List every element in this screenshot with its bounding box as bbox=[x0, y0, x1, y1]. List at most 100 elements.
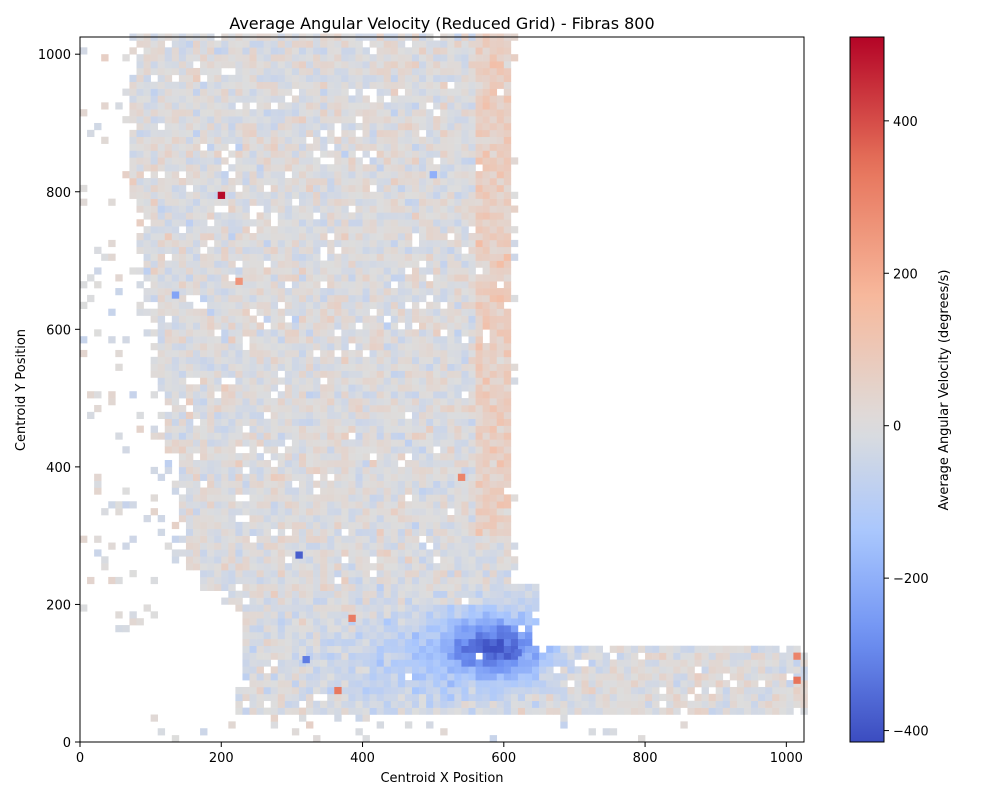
heatmap-cell bbox=[503, 288, 512, 296]
heatmap-cell bbox=[242, 198, 250, 206]
heatmap-cell bbox=[334, 466, 342, 475]
heatmap-cell bbox=[461, 274, 469, 282]
heatmap-cell bbox=[433, 329, 441, 337]
heatmap-cell bbox=[277, 377, 286, 385]
heatmap-cell bbox=[419, 487, 427, 495]
heatmap-cell bbox=[263, 136, 272, 144]
heatmap-cell bbox=[249, 576, 257, 585]
heatmap-cell bbox=[595, 680, 603, 688]
heatmap-cell bbox=[348, 453, 356, 461]
heatmap-cell bbox=[369, 487, 377, 495]
heatmap-cell bbox=[369, 528, 377, 536]
heatmap-cell bbox=[263, 508, 272, 516]
heatmap-cell bbox=[489, 322, 498, 330]
heatmap-cell bbox=[313, 178, 321, 186]
heatmap-cell bbox=[200, 267, 208, 275]
heatmap-cell bbox=[369, 349, 377, 358]
heatmap-cell bbox=[341, 81, 349, 89]
heatmap-cell bbox=[235, 288, 243, 296]
heatmap-cell bbox=[298, 67, 307, 76]
heatmap-cell bbox=[221, 54, 229, 62]
heatmap-cell bbox=[313, 116, 321, 124]
heatmap-cell bbox=[390, 576, 399, 585]
heatmap-cell bbox=[496, 652, 505, 660]
heatmap-cell bbox=[376, 515, 385, 523]
heatmap-cell bbox=[256, 308, 264, 316]
heatmap-cell bbox=[284, 659, 293, 667]
heatmap-cell bbox=[263, 356, 272, 365]
heatmap-cell bbox=[510, 604, 519, 612]
heatmap-cell bbox=[426, 638, 434, 647]
heatmap-cell bbox=[397, 521, 406, 530]
heatmap-cell bbox=[383, 164, 392, 172]
heatmap-cell bbox=[291, 652, 300, 660]
heatmap-cell bbox=[411, 425, 420, 433]
heatmap-cell bbox=[101, 563, 109, 571]
heatmap-cell bbox=[758, 707, 766, 715]
heatmap-cell bbox=[503, 143, 512, 151]
heatmap-cell bbox=[404, 356, 413, 365]
heatmap-cell bbox=[313, 246, 321, 254]
heatmap-cell bbox=[482, 322, 490, 330]
heatmap-cell bbox=[454, 370, 462, 378]
heatmap-cell bbox=[207, 129, 215, 138]
heatmap-cell bbox=[588, 707, 596, 715]
heatmap-cell bbox=[652, 680, 660, 688]
heatmap-cell bbox=[284, 308, 293, 316]
heatmap-cell bbox=[193, 473, 201, 481]
heatmap-cell bbox=[291, 728, 300, 736]
heatmap-cell bbox=[503, 528, 512, 536]
heatmap-cell bbox=[376, 274, 385, 282]
heatmap-cell bbox=[284, 480, 293, 488]
heatmap-cell bbox=[214, 322, 222, 330]
heatmap-cell bbox=[228, 329, 236, 337]
heatmap-cell bbox=[263, 432, 272, 440]
heatmap-cell bbox=[482, 349, 490, 358]
heatmap-cell bbox=[136, 267, 144, 275]
heatmap-cell bbox=[433, 618, 441, 626]
heatmap-cell bbox=[496, 136, 505, 144]
heatmap-cell bbox=[185, 81, 194, 89]
heatmap-cell bbox=[447, 563, 455, 571]
heatmap-cell bbox=[291, 693, 300, 702]
heatmap-cell bbox=[284, 638, 293, 647]
heatmap-cell bbox=[355, 638, 363, 647]
heatmap-cell bbox=[468, 205, 476, 213]
heatmap-cell bbox=[306, 274, 314, 282]
heatmap-cell bbox=[193, 356, 201, 365]
heatmap-cell bbox=[348, 425, 356, 433]
heatmap-cell bbox=[433, 542, 441, 550]
heatmap-cell bbox=[200, 81, 208, 89]
heatmap-cell bbox=[433, 418, 441, 426]
heatmap-cell bbox=[433, 576, 441, 585]
heatmap-cell bbox=[574, 693, 582, 702]
heatmap-cell bbox=[171, 377, 180, 385]
heatmap-cell bbox=[454, 343, 462, 351]
heatmap-cell bbox=[397, 219, 406, 227]
heatmap-cell bbox=[383, 74, 392, 83]
heatmap-cell bbox=[143, 164, 151, 172]
heatmap-cell bbox=[376, 136, 385, 144]
heatmap-cell bbox=[164, 363, 173, 371]
heatmap-cell bbox=[157, 54, 166, 62]
heatmap-cell bbox=[503, 604, 512, 612]
heatmap-cell bbox=[228, 336, 236, 344]
heatmap-cell bbox=[256, 404, 264, 413]
heatmap-cell bbox=[440, 322, 448, 330]
heatmap-cell bbox=[496, 576, 505, 585]
heatmap-cell bbox=[207, 570, 215, 578]
heatmap-cell bbox=[348, 294, 356, 303]
heatmap-cell bbox=[320, 136, 328, 144]
heatmap-cell bbox=[362, 219, 370, 227]
heatmap-cell bbox=[242, 329, 250, 337]
heatmap-cell bbox=[327, 116, 335, 124]
heatmap-cell bbox=[426, 404, 434, 413]
heatmap-cell bbox=[284, 212, 293, 220]
heatmap-cell bbox=[193, 439, 201, 447]
heatmap-cell bbox=[496, 521, 505, 530]
heatmap-cell bbox=[242, 542, 250, 550]
heatmap-cell bbox=[376, 487, 385, 495]
heatmap-cell bbox=[553, 680, 561, 688]
heatmap-cell bbox=[143, 226, 151, 234]
heatmap-cell bbox=[355, 659, 363, 667]
